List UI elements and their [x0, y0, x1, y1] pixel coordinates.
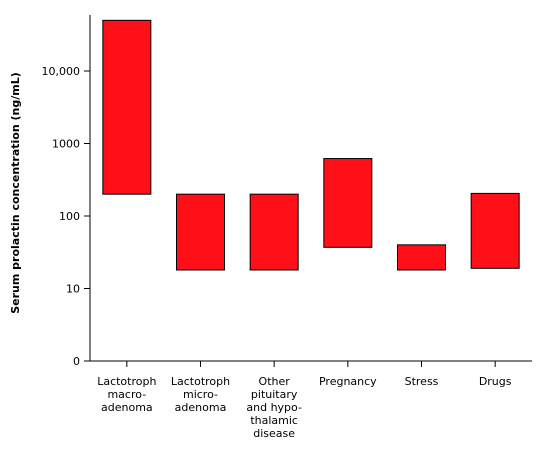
y-ticks: 0 10 100 1000 10,000 — [42, 65, 90, 368]
range-bar — [470, 192, 520, 269]
range-bar — [323, 158, 373, 248]
x-category-label: Lactotroph macro-adenoma — [97, 375, 156, 414]
y-tick-label: 10,000 — [42, 65, 81, 78]
range-bar — [397, 244, 446, 271]
x-ticks: Lactotroph macro-adenoma Lactotroph micro-a… — [97, 361, 512, 440]
y-tick-label: 100 — [59, 210, 80, 223]
range-bar — [176, 193, 225, 271]
y-axis-title: Serum prolactin concentration (ng/mL) — [9, 72, 22, 314]
y-tick-label: 1000 — [52, 138, 80, 151]
x-category-label: Other pituitary and hypo-thalamic disease — [246, 375, 302, 440]
x-category-label: Stress — [405, 375, 439, 388]
x-category-label: Drugs — [479, 375, 512, 388]
x-category-label: Lactotroph micro-adenoma — [171, 375, 230, 414]
y-tick-label: 10 — [66, 283, 80, 296]
y-tick-label: 0 — [73, 355, 80, 368]
x-category-label: Pregnancy — [319, 375, 377, 388]
range-bar — [102, 19, 152, 195]
bars-layer — [102, 19, 520, 271]
range-bar — [249, 193, 299, 271]
axes-layer — [89, 15, 532, 362]
